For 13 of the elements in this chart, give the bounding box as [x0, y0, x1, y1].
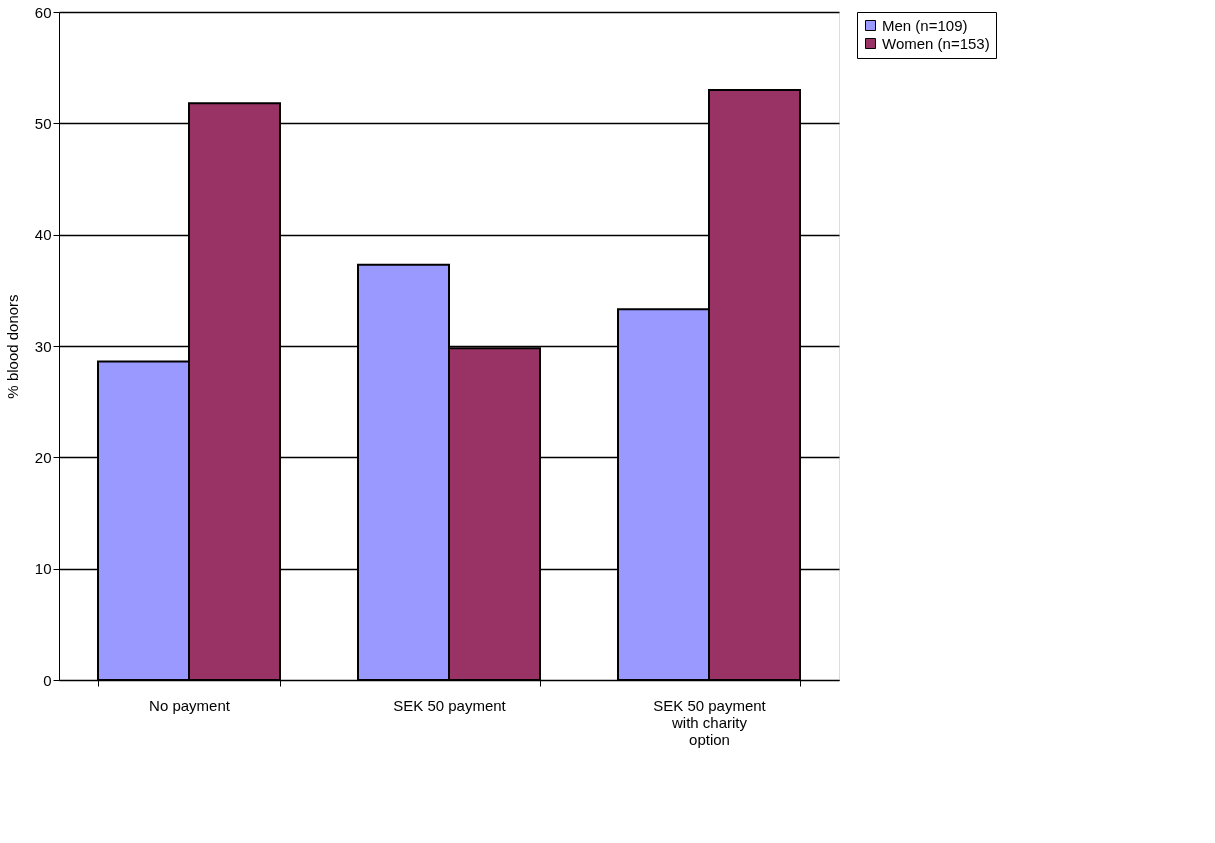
y-tick-label: 60 [34, 3, 52, 21]
x-tick-label: SEK 50 payment with charity option [653, 696, 767, 748]
y-axis-title: % blood donors [3, 294, 21, 399]
y-tick-label: 30 [34, 337, 52, 355]
x-tick-label: SEK 50 payment [393, 696, 507, 714]
legend-label: Men (n=109) [882, 16, 968, 34]
y-tick-label: 20 [34, 448, 52, 466]
legend-label: Women (n=153) [882, 34, 990, 52]
x-tick-label: No payment [149, 696, 231, 714]
y-tick-label: 10 [34, 560, 52, 578]
y-tick-label: 0 [43, 671, 52, 689]
y-tick-label: 40 [34, 226, 52, 244]
y-tick-label: 50 [34, 114, 52, 132]
